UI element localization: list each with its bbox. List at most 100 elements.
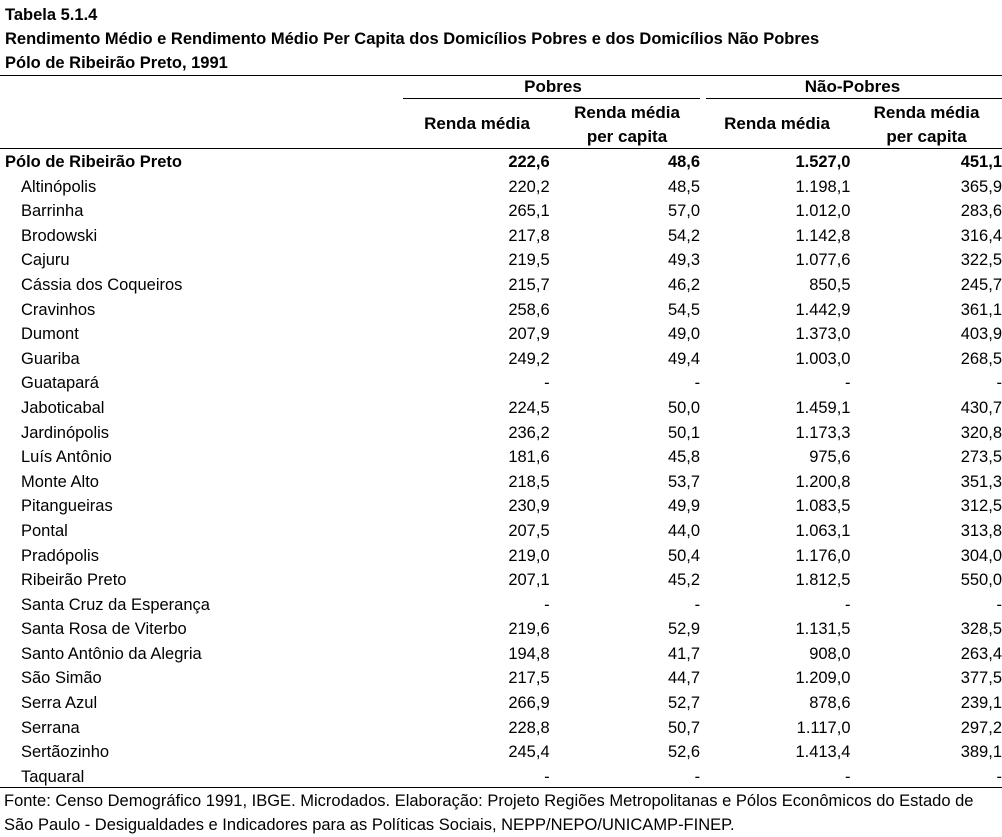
pobres-renda-per-capita-cell: -	[550, 765, 700, 790]
municipality-name-cell: Barrinha	[0, 199, 404, 224]
nao-pobres-renda-media-cell: 1.077,6	[700, 248, 850, 273]
pobres-renda-media-cell: 219,5	[404, 248, 549, 273]
nao-pobres-renda-per-capita-cell: 297,2	[851, 716, 1002, 741]
municipality-name-cell: Pontal	[0, 519, 404, 544]
bottom-rule	[0, 787, 1002, 788]
municipality-name-cell: Cajuru	[0, 248, 404, 273]
table-row: Santa Cruz da Esperança----	[0, 593, 1002, 618]
nao-pobres-renda-media-cell: 1.442,9	[700, 298, 850, 323]
nao-pobres-renda-media-cell: 1.063,1	[700, 519, 850, 544]
nao-pobres-renda-per-capita-cell: 312,5	[851, 494, 1002, 519]
nao-pobres-renda-media-cell: 1.527,0	[700, 150, 850, 175]
pobres-renda-media-cell: 265,1	[404, 199, 549, 224]
nao-pobres-renda-per-capita-cell: 361,1	[851, 298, 1002, 323]
nao-pobres-renda-media-cell: 1.812,5	[700, 568, 850, 593]
pobres-renda-media-cell: -	[404, 371, 549, 396]
municipality-name-cell: Santo Antônio da Alegria	[0, 642, 404, 667]
pobres-renda-per-capita-cell: 57,0	[550, 199, 700, 224]
top-rule	[0, 75, 1002, 76]
nao-pobres-renda-media-cell: 1.142,8	[700, 224, 850, 249]
pobres-renda-media-cell: 228,8	[404, 716, 549, 741]
pobres-renda-per-capita-cell: 50,4	[550, 544, 700, 569]
nao-pobres-renda-media-cell: 1.209,0	[700, 666, 850, 691]
nao-pobres-renda-media-cell: 1.176,0	[700, 544, 850, 569]
group-header-nao-pobres: Não-Pobres	[703, 77, 1002, 97]
nao-pobres-renda-media-cell: 908,0	[700, 642, 850, 667]
pobres-renda-per-capita-cell: -	[550, 371, 700, 396]
municipality-name-cell: Brodowski	[0, 224, 404, 249]
nao-pobres-renda-per-capita-cell: 403,9	[851, 322, 1002, 347]
nao-pobres-renda-per-capita-cell: -	[851, 593, 1002, 618]
pobres-renda-per-capita-cell: 45,8	[550, 445, 700, 470]
pobres-renda-per-capita-cell: 49,0	[550, 322, 700, 347]
nao-pobres-renda-per-capita-cell: 389,1	[851, 740, 1002, 765]
pobres-renda-per-capita-cell: 44,0	[550, 519, 700, 544]
pobres-renda-media-cell: 217,5	[404, 666, 549, 691]
nao-pobres-renda-per-capita-cell: 268,5	[851, 347, 1002, 372]
municipality-name-cell: Dumont	[0, 322, 404, 347]
pobres-renda-media-cell: 220,2	[404, 175, 549, 200]
subheader-pobres-per-capita: Renda média per capita	[551, 101, 703, 149]
municipality-name-cell: Sertãozinho	[0, 740, 404, 765]
pobres-renda-media-cell: 249,2	[404, 347, 549, 372]
pobres-renda-media-cell: 207,1	[404, 568, 549, 593]
subheader-nao-pobres-renda-media: Renda média	[703, 114, 851, 134]
pobres-renda-per-capita-cell: 41,7	[550, 642, 700, 667]
nao-pobres-renda-media-cell: 1.003,0	[700, 347, 850, 372]
pobres-renda-media-cell: 258,6	[404, 298, 549, 323]
per-capita-line1: Renda média	[851, 101, 1002, 125]
pobres-renda-per-capita-cell: 48,6	[550, 150, 700, 175]
municipality-name-cell: Taquaral	[0, 765, 404, 790]
municipality-name-cell: Ribeirão Preto	[0, 568, 404, 593]
header-bottom-rule	[0, 148, 1002, 149]
per-capita-line2: per capita	[851, 125, 1002, 149]
table-title-block: Tabela 5.1.4 Rendimento Médio e Rendimen…	[5, 3, 819, 75]
nao-pobres-renda-media-cell: -	[700, 371, 850, 396]
per-capita-line2: per capita	[551, 125, 703, 149]
pobres-renda-per-capita-cell: 52,9	[550, 617, 700, 642]
pobres-renda-per-capita-cell: 54,2	[550, 224, 700, 249]
nao-pobres-renda-per-capita-cell: -	[851, 371, 1002, 396]
nao-pobres-renda-media-cell: 1.413,4	[700, 740, 850, 765]
pobres-renda-media-cell: 224,5	[404, 396, 549, 421]
nao-pobres-renda-per-capita-cell: 451,1	[851, 150, 1002, 175]
pobres-renda-per-capita-cell: 52,6	[550, 740, 700, 765]
pobres-renda-per-capita-cell: 44,7	[550, 666, 700, 691]
nao-pobres-renda-per-capita-cell: 283,6	[851, 199, 1002, 224]
pobres-renda-media-cell: 181,6	[404, 445, 549, 470]
nao-pobres-renda-per-capita-cell: 377,5	[851, 666, 1002, 691]
group-rule-pobres	[403, 98, 700, 99]
group-header-pobres: Pobres	[403, 77, 703, 97]
nao-pobres-renda-media-cell: 1.198,1	[700, 175, 850, 200]
per-capita-line1: Renda média	[551, 101, 703, 125]
pobres-renda-media-cell: 222,6	[404, 150, 549, 175]
nao-pobres-renda-per-capita-cell: 273,5	[851, 445, 1002, 470]
municipality-name-cell: Jaboticabal	[0, 396, 404, 421]
pobres-renda-per-capita-cell: 53,7	[550, 470, 700, 495]
nao-pobres-renda-per-capita-cell: 550,0	[851, 568, 1002, 593]
nao-pobres-renda-media-cell: 1.131,5	[700, 617, 850, 642]
municipality-name-cell: Serra Azul	[0, 691, 404, 716]
pobres-renda-media-cell: 217,8	[404, 224, 549, 249]
nao-pobres-renda-per-capita-cell: 430,7	[851, 396, 1002, 421]
subheader-pobres-renda-media: Renda média	[403, 114, 551, 134]
pobres-renda-media-cell: 194,8	[404, 642, 549, 667]
pobres-renda-media-cell: -	[404, 593, 549, 618]
nao-pobres-renda-media-cell: 1.012,0	[700, 199, 850, 224]
pobres-renda-per-capita-cell: 54,5	[550, 298, 700, 323]
nao-pobres-renda-per-capita-cell: 365,9	[851, 175, 1002, 200]
nao-pobres-renda-media-cell: 878,6	[700, 691, 850, 716]
